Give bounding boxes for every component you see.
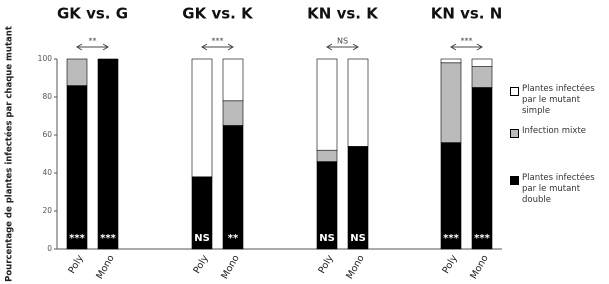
- panel-title: KN vs. N: [431, 5, 503, 23]
- x-tick-label: Poly: [317, 253, 336, 276]
- arrow-head: [450, 43, 483, 51]
- x-tick-label: Poly: [192, 253, 211, 276]
- arrow-head: [76, 43, 109, 51]
- bar-segment: [471, 66, 493, 88]
- x-tick-label: Mono: [468, 253, 491, 281]
- x-tick-label: Poly: [441, 253, 460, 276]
- bar-segment: [471, 58, 493, 67]
- legend-swatch: [510, 129, 519, 138]
- bar-segment: [222, 100, 244, 126]
- y-axis-label: Pourcentage de plantes infectées par cha…: [4, 26, 15, 282]
- legend-label: Plantes infectées par le mutant simple: [522, 84, 595, 116]
- y-tick-label: 20: [42, 206, 52, 215]
- panel-title: GK vs. K: [182, 5, 254, 23]
- y-tick-label: 60: [42, 130, 52, 139]
- bar-label: ***: [100, 233, 116, 244]
- comparison-label: ***: [461, 37, 473, 46]
- bar-label: ***: [69, 233, 85, 244]
- legend-label: Infection mixte: [522, 126, 587, 136]
- bar-label: NS: [319, 233, 335, 244]
- comparison-label: ***: [212, 37, 224, 46]
- bar-segment: [97, 58, 119, 250]
- legend-swatch: [510, 87, 519, 96]
- y-tick-label: 80: [42, 92, 52, 101]
- bar-segment: [440, 58, 462, 64]
- bar-segment: [471, 87, 493, 250]
- x-tick-label: Mono: [219, 253, 242, 281]
- bar-segment: [66, 85, 88, 250]
- legend-swatch: [510, 176, 519, 185]
- bar-label: NS: [194, 233, 210, 244]
- arrow-head: [201, 43, 234, 51]
- bar-segment: [66, 58, 88, 86]
- x-tick-label: Poly: [67, 253, 86, 276]
- bar-label: NS: [350, 233, 366, 244]
- bar-segment: [440, 62, 462, 143]
- legend-label: Plantes infectées par le mutant double: [522, 173, 595, 205]
- bar-segment: [347, 58, 369, 147]
- y-tick-label: 100: [38, 54, 53, 63]
- arrow-head: [326, 43, 359, 51]
- bar-segment: [316, 149, 338, 162]
- comparison-label: **: [89, 37, 97, 46]
- bar-segment: [222, 125, 244, 250]
- comparison-label: NS: [337, 37, 348, 46]
- bar-label: ***: [443, 233, 459, 244]
- x-tick-label: Mono: [344, 253, 367, 281]
- bar-label: ***: [474, 233, 490, 244]
- panel-title: KN vs. K: [307, 5, 379, 23]
- y-tick-label: 40: [42, 168, 52, 177]
- x-tick-label: Mono: [94, 253, 117, 281]
- y-tick-label: 0: [47, 244, 52, 253]
- bar-label: **: [228, 233, 239, 244]
- bar-segment: [191, 58, 213, 178]
- bar-segment: [222, 58, 244, 102]
- panel-title: GK vs. G: [57, 5, 128, 23]
- bar-segment: [316, 58, 338, 151]
